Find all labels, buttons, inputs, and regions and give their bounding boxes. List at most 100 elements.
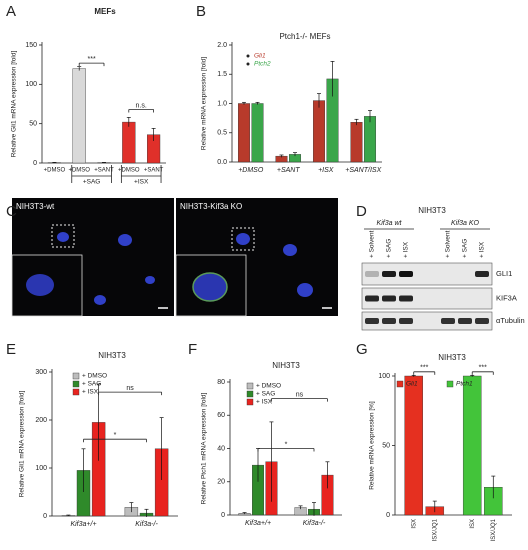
y-tick-label: 100	[35, 465, 47, 472]
lane-label: + Solvent	[445, 231, 452, 258]
blot-strip	[361, 262, 493, 286]
x-tick-label: +DMSO	[44, 168, 66, 174]
nucleus	[297, 283, 313, 297]
zoom-box	[51, 224, 75, 248]
x-tick-label: +SANT	[144, 168, 164, 174]
blot-band	[475, 271, 489, 277]
inset-frame	[11, 254, 83, 317]
blot-band	[399, 318, 413, 324]
bar	[462, 375, 482, 516]
bar	[312, 100, 326, 163]
blot-strip	[361, 287, 493, 310]
blot-band	[458, 318, 472, 324]
nucleus	[283, 244, 297, 256]
y-tick-label: 20	[217, 479, 225, 486]
legend-marker	[72, 380, 80, 388]
chart-title: NIH3T3	[272, 361, 300, 370]
bar	[72, 68, 86, 164]
legend-label: + ISX	[82, 389, 99, 396]
lane-label: + SAG	[386, 239, 393, 258]
legend-label: + DMSO	[256, 383, 281, 390]
x-tick-label: +DMSO	[118, 168, 140, 174]
y-tick-label: 0	[221, 512, 225, 519]
nucleus	[26, 274, 54, 296]
image-wt	[12, 198, 174, 316]
sig-label: ***	[88, 56, 96, 63]
inset-frame	[175, 254, 247, 317]
chart-title: Ptch1-/- MEFs	[279, 32, 330, 41]
image-label: NIH3T3-Kif3a KO	[180, 202, 242, 211]
blot-band	[365, 318, 379, 324]
band-label: GLI1	[496, 269, 512, 278]
x-tick-label: Kif3a-/-	[135, 521, 158, 528]
y-axis-label: Relative Gli1 mRNA expression [fold]	[11, 51, 18, 158]
y-tick-label: 0.0	[217, 159, 227, 166]
group-label: +SAG	[83, 179, 101, 186]
band-label: αTubulin	[496, 316, 525, 325]
nucleus	[94, 295, 106, 305]
nucleus	[236, 233, 250, 245]
sig-label: ***	[420, 365, 428, 372]
y-axis-label: Relative Ptch1 mRNA expression [fold]	[201, 392, 208, 504]
y-tick-label: 50	[382, 442, 390, 449]
legend-label: Gli1	[254, 53, 266, 60]
y-tick-label: 150	[25, 42, 37, 49]
legend-marker	[246, 382, 254, 390]
legend-label: + SAG	[82, 381, 101, 388]
y-tick-label: 0	[33, 160, 37, 167]
lane-label: + SAG	[462, 239, 469, 258]
blot-title: NIH3T3	[418, 206, 446, 215]
sig-label: *	[285, 441, 288, 448]
blot-band	[382, 295, 396, 302]
legend-marker	[246, 390, 254, 398]
legend-marker	[72, 388, 80, 396]
blot-band	[399, 295, 413, 302]
bar	[363, 116, 377, 163]
nucleus	[118, 234, 132, 246]
nucleus	[57, 232, 69, 242]
blot-band	[382, 271, 396, 277]
chart-title: MEFs	[94, 7, 116, 16]
y-tick-label: 0	[386, 512, 390, 519]
y-axis-label: Relative mRNA expression [fold]	[201, 57, 208, 150]
legend-label: + ISX	[256, 399, 273, 406]
x-tick-label: ISX/JQ1	[491, 518, 497, 541]
y-tick-label: 300	[35, 369, 47, 376]
y-tick-label: 2.0	[217, 42, 227, 49]
panel-letter: C	[6, 203, 17, 220]
panel-letter: A	[6, 3, 16, 20]
chart-title: NIH3T3	[438, 353, 466, 362]
y-axis-label: Relative mRNA expression [%]	[369, 401, 376, 490]
y-tick-label: 1.5	[217, 71, 227, 78]
legend-label: Ptch2	[254, 61, 271, 68]
image-label: NIH3T3-wt	[16, 202, 55, 211]
blot-group-label: Kif3a KO	[451, 220, 480, 227]
legend-marker	[72, 372, 80, 380]
blot-band	[365, 271, 379, 277]
chart-title: NIH3T3	[98, 351, 126, 360]
x-tick-label: Kif3a+/+	[70, 521, 96, 528]
sig-label: n.s.	[136, 102, 147, 109]
x-tick-label: ISX/JQ1	[432, 518, 438, 541]
group-label: +ISX	[134, 179, 149, 186]
y-tick-label: 0	[43, 513, 47, 520]
sig-label: ns	[126, 385, 134, 392]
blot-band	[475, 318, 489, 324]
lane-label: + ISX	[403, 241, 410, 258]
x-tick-label: +DMSO	[238, 167, 264, 174]
y-tick-label: 200	[35, 417, 47, 424]
y-tick-label: 60	[217, 412, 225, 419]
legend-marker	[396, 380, 404, 388]
y-tick-label: 100	[378, 373, 390, 380]
nucleus	[192, 272, 228, 302]
y-tick-label: 1.0	[217, 100, 227, 107]
bar	[122, 121, 136, 164]
x-tick-label: +SANT/ISX	[345, 167, 381, 174]
bar	[237, 103, 251, 163]
x-tick-label: ISX	[411, 519, 417, 529]
x-tick-label: Kif3a+/+	[245, 520, 271, 527]
blot-group-label: Kif3a wt	[377, 220, 403, 227]
x-tick-label: Kif3a-/-	[303, 520, 326, 527]
blot-band	[365, 295, 379, 302]
